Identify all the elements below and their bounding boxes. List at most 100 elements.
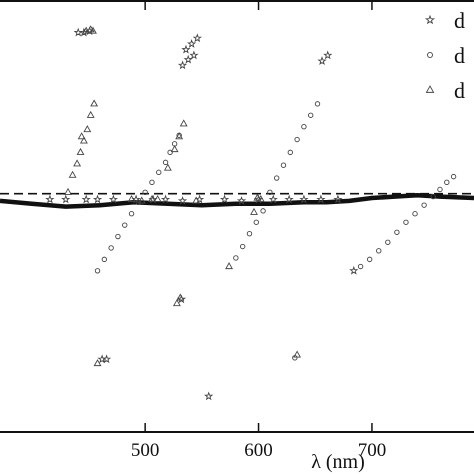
triangle-point — [77, 132, 86, 140]
circle-point — [450, 173, 457, 180]
legend-label: d — [454, 8, 465, 33]
triangle-point — [64, 187, 72, 195]
triangle-point — [127, 195, 136, 203]
star-point — [108, 194, 118, 204]
circle-point — [294, 136, 300, 143]
circle-point — [280, 162, 287, 168]
circle-point — [108, 245, 114, 251]
x-tick-label: 700 — [358, 440, 387, 461]
circle-point — [233, 255, 239, 261]
circle-point — [142, 189, 148, 196]
star-point — [45, 194, 55, 204]
star-point — [323, 50, 333, 60]
x-tick-label: 600 — [244, 440, 273, 461]
circle-point — [128, 211, 135, 217]
triangle-point — [86, 110, 95, 118]
circle-point — [430, 193, 436, 200]
triangle-point — [82, 26, 91, 34]
star-point — [333, 194, 343, 204]
legend: ddd — [424, 8, 465, 103]
circle-point — [385, 239, 391, 245]
circle-point — [308, 112, 314, 118]
circle-point — [122, 222, 128, 228]
star-point — [349, 265, 359, 275]
triangle-point — [256, 195, 265, 203]
star-point — [284, 194, 294, 204]
triangle-point — [73, 159, 82, 167]
triangle-point — [148, 195, 156, 203]
star-point — [92, 194, 103, 204]
triangle-point — [137, 196, 146, 204]
triangle-point — [192, 196, 201, 204]
circle-point — [239, 243, 246, 250]
circle-point — [301, 124, 307, 130]
circle-point — [394, 229, 400, 235]
circle-point — [162, 159, 169, 166]
star-point — [236, 196, 247, 205]
star-point — [204, 391, 214, 401]
star-point — [73, 27, 83, 37]
star-point — [317, 56, 327, 66]
triangle-point — [68, 170, 77, 178]
triangle-point — [153, 195, 162, 203]
star-point — [177, 196, 188, 205]
triangle-point — [163, 163, 172, 171]
circle-point — [253, 219, 259, 225]
triangle-point — [79, 136, 88, 144]
circle-point — [167, 149, 173, 156]
circle-point — [101, 256, 108, 263]
x-axis-label: λ (nm) — [311, 451, 365, 473]
legend-label: d — [454, 78, 465, 103]
triangle-point — [175, 132, 184, 140]
star-point — [177, 60, 188, 70]
legend-label: d — [454, 43, 465, 68]
star-point — [189, 50, 199, 60]
circle-point — [412, 211, 418, 217]
circle-point — [156, 169, 162, 176]
curve-lines — [0, 192, 474, 209]
circle-point — [135, 199, 142, 205]
triangle-point — [89, 26, 97, 34]
star-point — [81, 194, 91, 204]
circle-point — [246, 231, 253, 237]
triangle-point — [253, 193, 262, 201]
plot-frame — [0, 0, 474, 433]
triangle-point — [170, 145, 179, 153]
circle-point — [273, 175, 280, 181]
solid-curve — [0, 192, 474, 209]
star-point — [61, 194, 71, 204]
circle-point — [421, 202, 427, 208]
triangle-point — [90, 99, 99, 107]
circle-point — [403, 219, 409, 225]
triangle-point — [76, 147, 85, 155]
triangle-point — [176, 293, 185, 301]
star-point — [160, 194, 171, 204]
star-point — [181, 44, 191, 54]
circle-point — [444, 179, 450, 186]
star-point — [101, 354, 112, 364]
circle-point — [149, 179, 155, 186]
legend-star-marker — [424, 14, 436, 25]
data-points — [45, 25, 457, 401]
star-point — [183, 54, 193, 64]
star-point — [192, 33, 202, 43]
x-axis-ticks: 500 600 700 — [131, 1, 386, 461]
circle-point — [437, 186, 443, 193]
circle-point — [357, 263, 364, 270]
star-point — [176, 294, 187, 304]
circle-point — [314, 101, 321, 107]
circle-point — [115, 233, 121, 240]
triangle-point — [293, 350, 302, 358]
triangle-point — [225, 262, 233, 270]
circle-point — [287, 149, 293, 156]
star-point — [187, 39, 197, 48]
legend-circle-marker — [427, 52, 433, 58]
triangle-point — [93, 359, 102, 367]
circle-point — [260, 208, 266, 214]
x-tick-label: 500 — [131, 440, 160, 461]
triangle-point — [179, 119, 188, 127]
star-point — [219, 194, 230, 204]
circle-point — [267, 189, 273, 196]
triangle-point — [250, 207, 258, 215]
